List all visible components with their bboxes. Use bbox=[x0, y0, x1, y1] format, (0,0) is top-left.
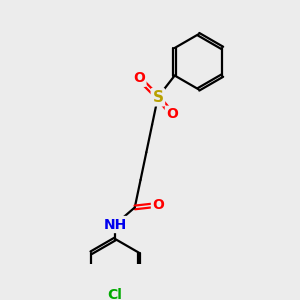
Text: Cl: Cl bbox=[108, 288, 122, 300]
Text: S: S bbox=[152, 90, 164, 105]
Text: O: O bbox=[133, 71, 145, 85]
Text: O: O bbox=[152, 198, 164, 212]
Text: NH: NH bbox=[103, 218, 127, 232]
Text: O: O bbox=[167, 107, 178, 121]
